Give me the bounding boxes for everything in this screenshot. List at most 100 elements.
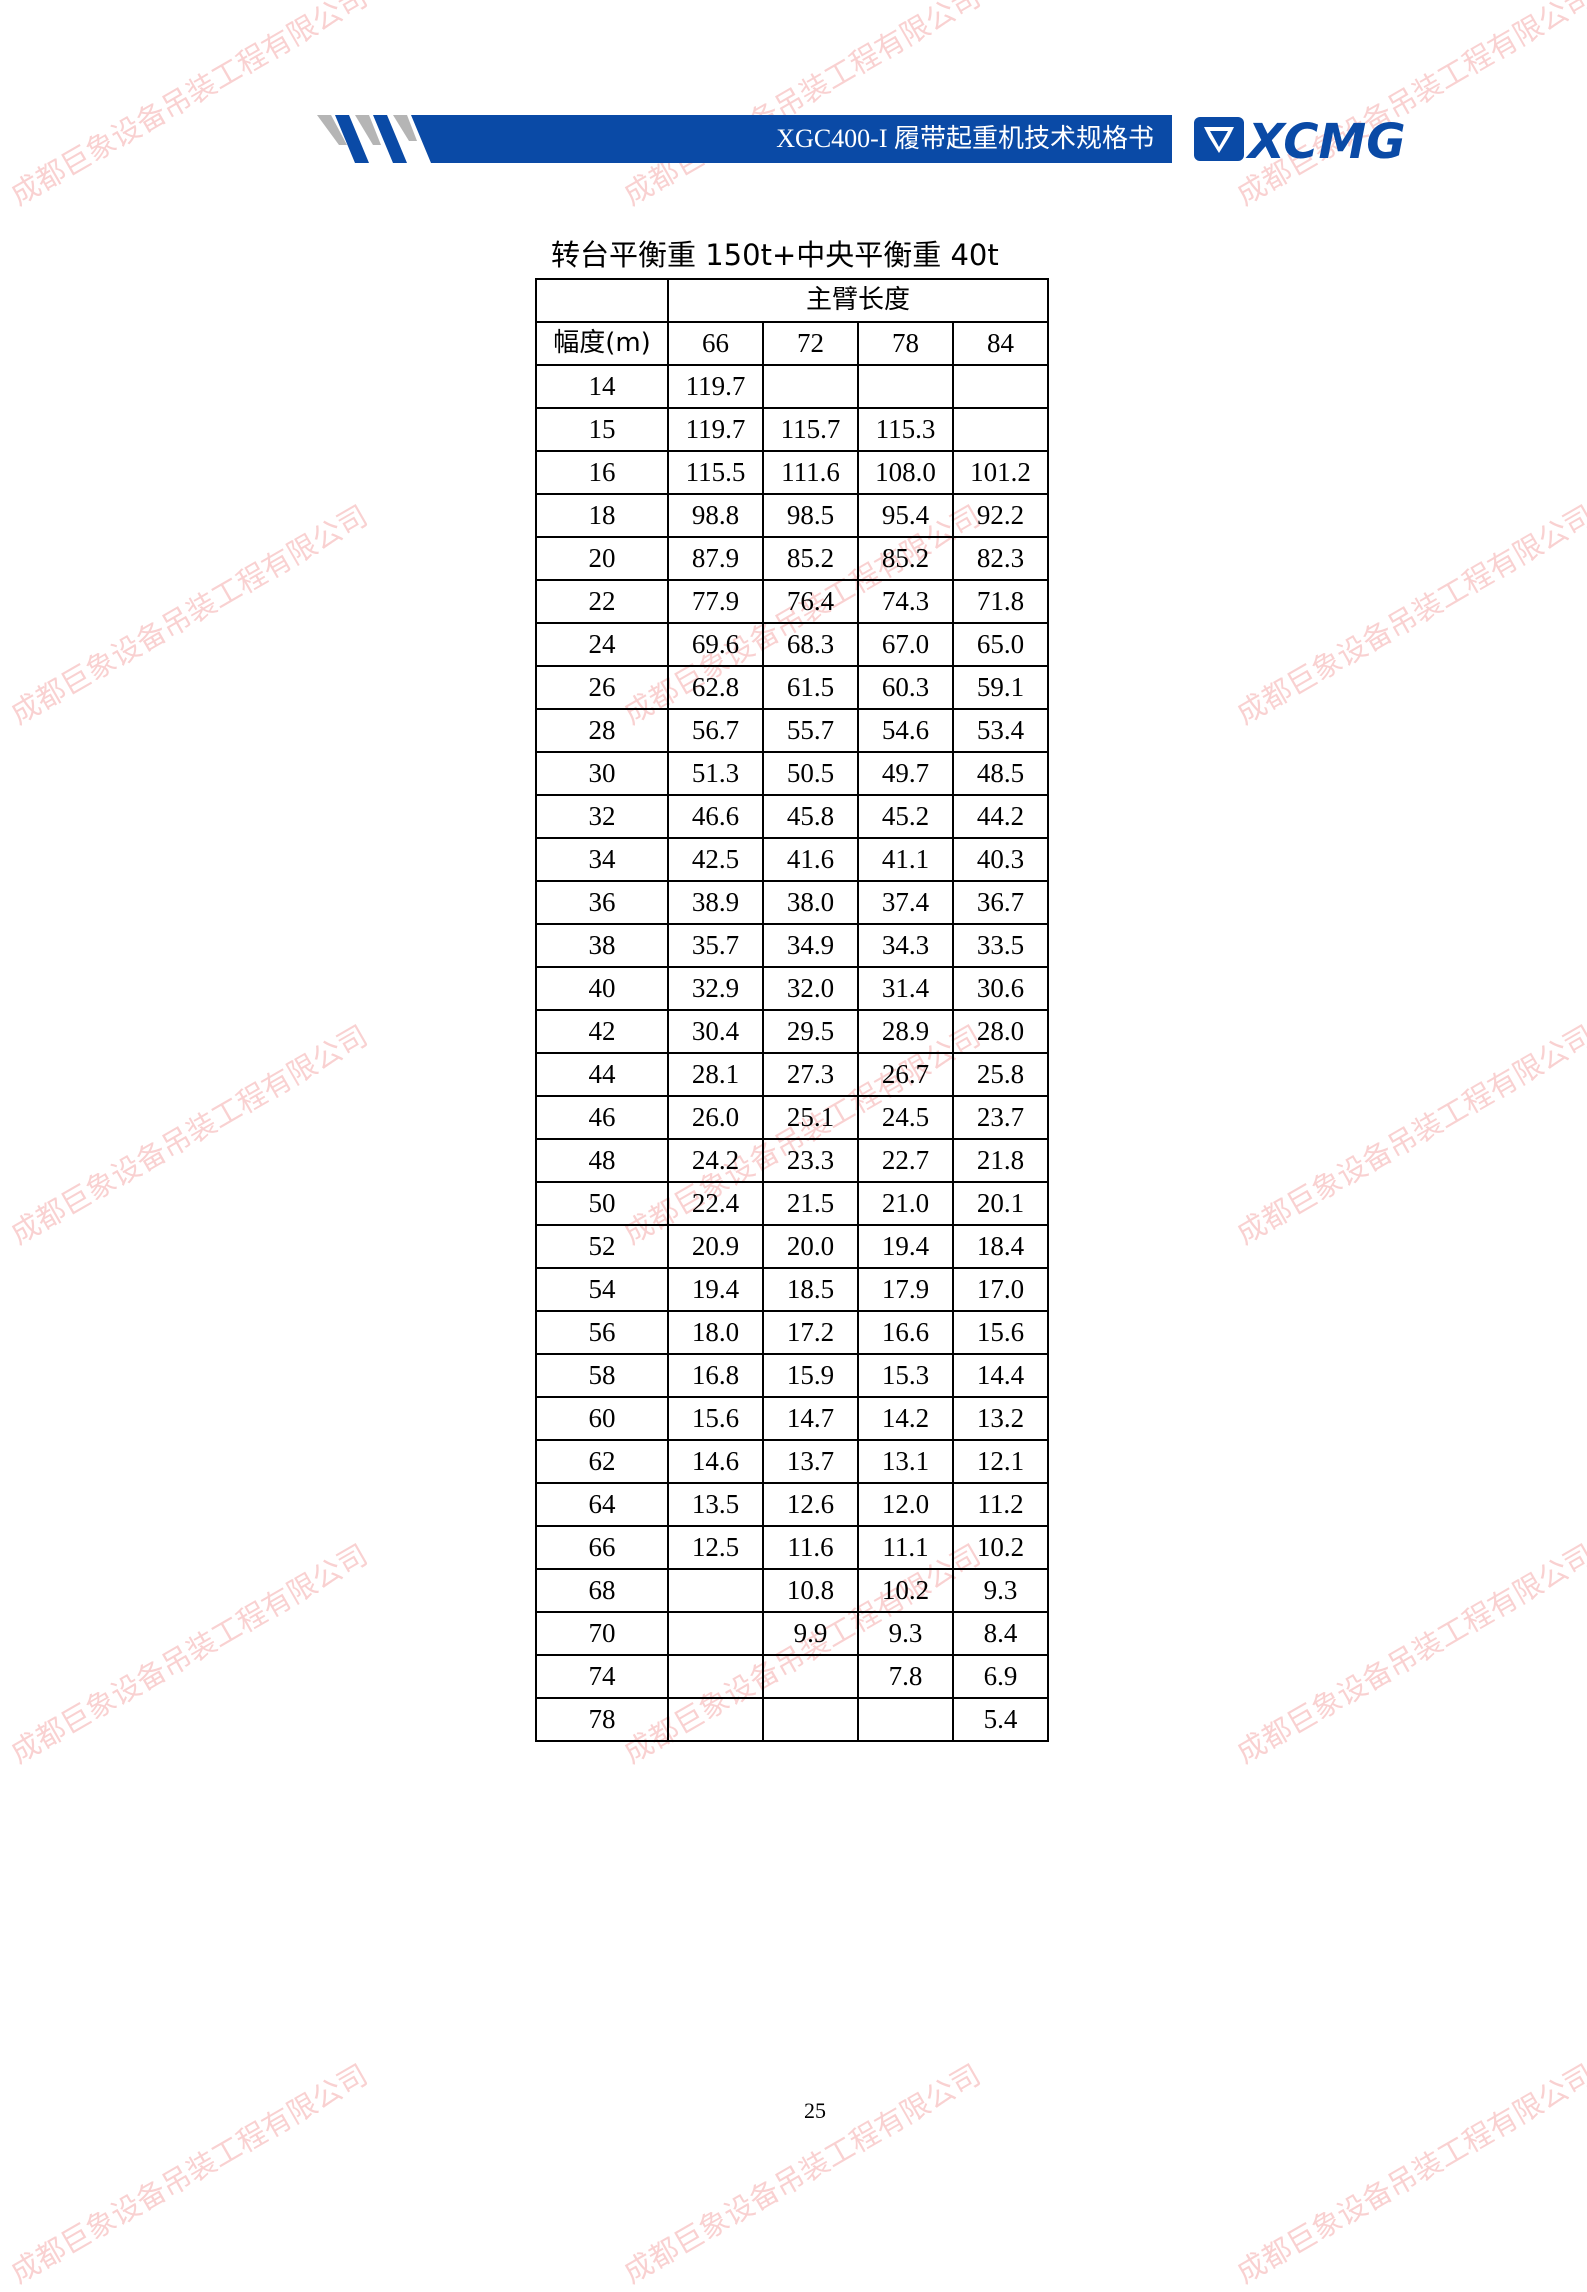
capacity-cell: 61.5	[762, 665, 859, 710]
table-row: 36 38.9 38.0 37.4 36.7	[535, 880, 1049, 925]
table-row: 64 13.5 12.6 12.0 11.2	[535, 1482, 1049, 1527]
header-stripes-decoration	[317, 115, 437, 163]
table-row: 56 18.0 17.2 16.6 15.6	[535, 1310, 1049, 1355]
capacity-cell: 23.3	[762, 1138, 859, 1183]
radius-cell: 24	[535, 622, 669, 667]
capacity-cell: 20.0	[762, 1224, 859, 1269]
capacity-cell	[667, 1654, 764, 1699]
capacity-cell: 30.4	[667, 1009, 764, 1054]
empty-corner-cell	[535, 278, 669, 323]
table-row: 16 115.5 111.6 108.0 101.2	[535, 450, 1049, 495]
capacity-cell: 6.9	[952, 1654, 1049, 1699]
capacity-cell: 34.9	[762, 923, 859, 968]
radius-cell: 18	[535, 493, 669, 538]
capacity-cell: 77.9	[667, 579, 764, 624]
table-row: 32 46.6 45.8 45.2 44.2	[535, 794, 1049, 839]
capacity-cell: 17.9	[857, 1267, 954, 1312]
radius-cell: 78	[535, 1697, 669, 1742]
watermark-text: 成都巨象设备吊装工程有限公司	[4, 0, 374, 212]
capacity-cell	[952, 364, 1049, 409]
header-banner: XGC400-I 履带起重机技术规格书	[433, 115, 1172, 163]
table-row: 46 26.0 25.1 24.5 23.7	[535, 1095, 1049, 1140]
capacity-cell	[762, 1697, 859, 1742]
capacity-cell: 21.0	[857, 1181, 954, 1226]
capacity-cell: 18.5	[762, 1267, 859, 1312]
capacity-cell: 18.4	[952, 1224, 1049, 1269]
capacity-cell: 98.8	[667, 493, 764, 538]
table-row: 74 7.8 6.9	[535, 1654, 1049, 1699]
table-row: 48 24.2 23.3 22.7 21.8	[535, 1138, 1049, 1183]
capacity-cell: 25.8	[952, 1052, 1049, 1097]
capacity-cell: 85.2	[762, 536, 859, 581]
radius-header-label: 幅度(m)	[553, 328, 651, 358]
capacity-cell: 15.6	[952, 1310, 1049, 1355]
capacity-cell: 69.6	[667, 622, 764, 667]
capacity-cell: 38.0	[762, 880, 859, 925]
capacity-cell: 28.1	[667, 1052, 764, 1097]
radius-cell: 36	[535, 880, 669, 925]
capacity-cell: 30.6	[952, 966, 1049, 1011]
capacity-cell: 87.9	[667, 536, 764, 581]
capacity-cell: 41.6	[762, 837, 859, 882]
capacity-cell: 49.7	[857, 751, 954, 796]
capacity-cell: 21.8	[952, 1138, 1049, 1183]
capacity-cell: 65.0	[952, 622, 1049, 667]
capacity-cell: 13.2	[952, 1396, 1049, 1441]
watermark-text: 成都巨象设备吊装工程有限公司	[4, 1537, 374, 1770]
capacity-cell	[952, 407, 1049, 452]
capacity-cell: 12.5	[667, 1525, 764, 1570]
table-row: 78 5.4	[535, 1697, 1049, 1742]
capacity-cell: 115.3	[857, 407, 954, 452]
capacity-cell: 19.4	[857, 1224, 954, 1269]
watermark-text: 成都巨象设备吊装工程有限公司	[1230, 1018, 1587, 1251]
table-row: 15 119.7 115.7 115.3	[535, 407, 1049, 452]
radius-cell: 54	[535, 1267, 669, 1312]
capacity-cell	[667, 1611, 764, 1656]
table-row: 50 22.4 21.5 21.0 20.1	[535, 1181, 1049, 1226]
capacity-cell: 98.5	[762, 493, 859, 538]
capacity-cell: 101.2	[952, 450, 1049, 495]
capacity-cell: 22.7	[857, 1138, 954, 1183]
table-row: 52 20.9 20.0 19.4 18.4	[535, 1224, 1049, 1269]
radius-cell: 50	[535, 1181, 669, 1226]
table-row: 70 9.9 9.3 8.4	[535, 1611, 1049, 1656]
capacity-cell	[857, 1697, 954, 1742]
capacity-cell: 59.1	[952, 665, 1049, 710]
radius-cell: 64	[535, 1482, 669, 1527]
table-row: 60 15.6 14.7 14.2 13.2	[535, 1396, 1049, 1441]
capacity-cell: 119.7	[667, 407, 764, 452]
capacity-cell: 10.8	[762, 1568, 859, 1613]
capacity-cell: 37.4	[857, 880, 954, 925]
radius-cell: 48	[535, 1138, 669, 1183]
capacity-cell: 9.3	[952, 1568, 1049, 1613]
capacity-cell: 12.6	[762, 1482, 859, 1527]
table-row: 18 98.8 98.5 95.4 92.2	[535, 493, 1049, 538]
radius-cell: 74	[535, 1654, 669, 1699]
table-row: 22 77.9 76.4 74.3 71.8	[535, 579, 1049, 624]
watermark-text: 成都巨象设备吊装工程有限公司	[1230, 0, 1587, 212]
capacity-cell: 45.8	[762, 794, 859, 839]
column-header: 66	[667, 321, 764, 366]
load-chart-table: 主臂长度 幅度(m) 66 72 78 84 14 119.7 15 119.7 115…	[535, 278, 1049, 1742]
capacity-cell: 67.0	[857, 622, 954, 667]
table-row: 24 69.6 68.3 67.0 65.0	[535, 622, 1049, 667]
table-row: 26 62.8 61.5 60.3 59.1	[535, 665, 1049, 710]
capacity-cell	[667, 1568, 764, 1613]
xcmg-logo-icon: XCMG	[1194, 114, 1406, 165]
table-row: 14 119.7	[535, 364, 1049, 409]
column-header: 72	[762, 321, 859, 366]
watermark-text: 成都巨象设备吊装工程有限公司	[4, 1018, 374, 1251]
capacity-cell: 11.1	[857, 1525, 954, 1570]
radius-cell: 60	[535, 1396, 669, 1441]
capacity-cell: 10.2	[952, 1525, 1049, 1570]
capacity-cell: 56.7	[667, 708, 764, 753]
capacity-cell: 10.2	[857, 1568, 954, 1613]
capacity-cell: 29.5	[762, 1009, 859, 1054]
capacity-cell	[667, 1697, 764, 1742]
column-header: 78	[857, 321, 954, 366]
capacity-cell: 26.7	[857, 1052, 954, 1097]
capacity-cell: 119.7	[667, 364, 764, 409]
capacity-cell: 85.2	[857, 536, 954, 581]
capacity-cell: 76.4	[762, 579, 859, 624]
capacity-cell: 22.4	[667, 1181, 764, 1226]
